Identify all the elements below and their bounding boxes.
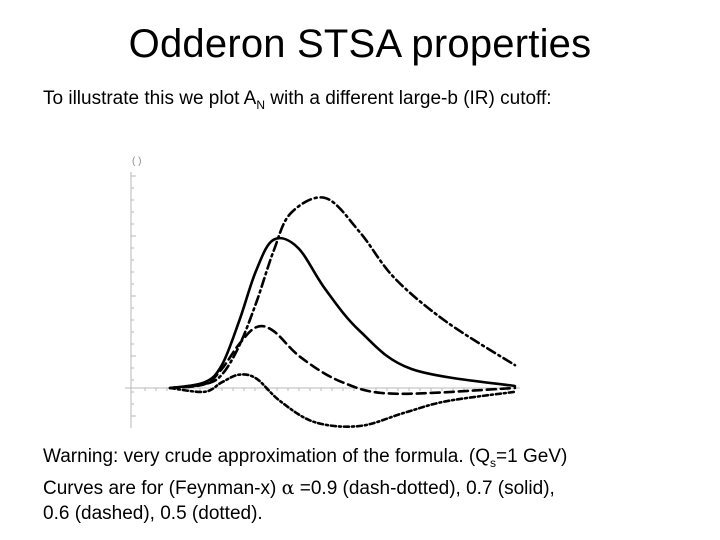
- curves-pre: Curves are for (Feynman-x): [43, 477, 282, 499]
- intro-post: with a different large-b (IR) cutoff:: [265, 88, 552, 109]
- intro-pre: To illustrate this we plot A: [43, 88, 257, 109]
- series-line-0.6: [168, 324, 517, 396]
- y-axis-ticks: [131, 175, 136, 417]
- curves-line-2: 0.6 (dashed), 0.5 (dotted).: [43, 502, 263, 524]
- slide-title: Odderon STSA properties: [128, 22, 592, 66]
- series-line-0.7: [168, 236, 517, 390]
- intro-text: To illustrate this we plot AN with a dif…: [43, 88, 552, 112]
- curves-line-1: Curves are for (Feynman-x) α =0.9 (dash-…: [43, 476, 567, 501]
- warning-subscript: s: [490, 455, 497, 470]
- caption: Warning: very crude approximation of the…: [43, 444, 567, 526]
- warning-pre: Warning: very crude approximation of the…: [43, 446, 491, 467]
- y-axis-label: ( ): [132, 156, 141, 167]
- series-line-0.5: [168, 373, 517, 428]
- curves-post: =0.9 (dash-dotted), 0.7 (solid),: [294, 477, 555, 499]
- asymmetry-plot: ( ): [125, 156, 520, 428]
- intro-subscript: N: [256, 97, 265, 112]
- series-line-0.9: [168, 196, 517, 390]
- x-axis-ticks: [144, 388, 509, 391]
- alpha-symbol: α: [281, 476, 295, 499]
- warning-line: Warning: very crude approximation of the…: [43, 444, 567, 476]
- warning-post: =1 GeV): [496, 446, 568, 467]
- curve-group: [168, 196, 517, 428]
